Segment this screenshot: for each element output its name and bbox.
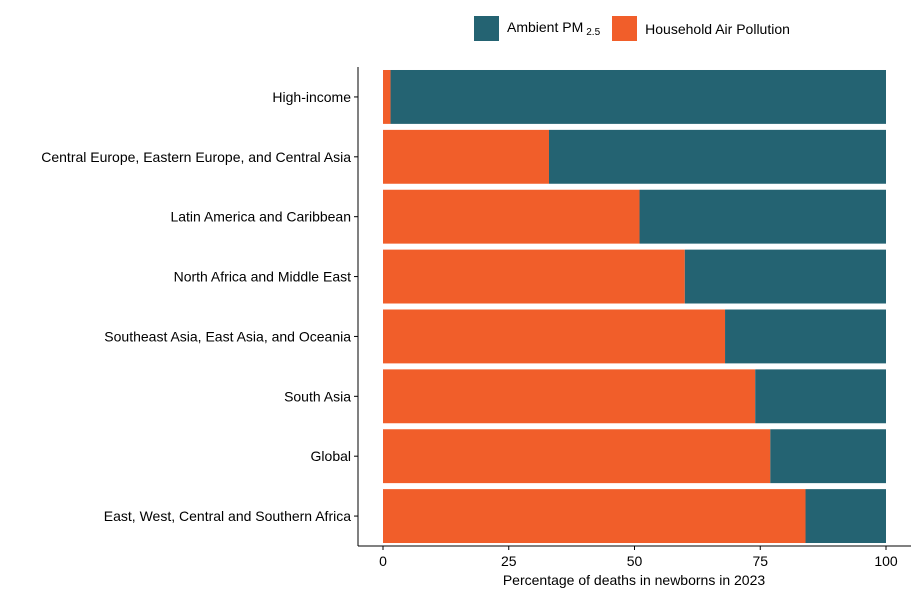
bar-household-air-pollution-southeast-asia-east-asia-and-oceania: [383, 309, 726, 364]
legend-label-household: Household Air Pollution: [645, 20, 790, 37]
x-ticks-group: 0 25 50 75 100: [379, 546, 898, 569]
bar-household-air-pollution-south-asia: [383, 369, 756, 424]
bar-ambient-pm-2-5-latin-america-and-caribbean: [639, 189, 886, 244]
legend-item-household: Household Air Pollution: [612, 16, 790, 41]
bar-ambient-pm-2-5-north-africa-and-middle-east: [684, 249, 886, 304]
bar-ambient-pm-2-5-southeast-asia-east-asia-and-oceania: [725, 309, 886, 364]
bar-household-air-pollution-high-income: [383, 69, 391, 124]
bar-household-air-pollution-global: [383, 429, 771, 484]
bar-household-air-pollution-latin-america-and-caribbean: [383, 189, 640, 244]
bar-household-air-pollution-central-europe-eastern-europe-and-central-asia: [383, 129, 549, 184]
legend-item-ambient: Ambient PM 2.5: [474, 16, 600, 41]
x-tick-label: 25: [501, 553, 517, 569]
y-tick-label: High-income: [272, 89, 351, 105]
x-tick-label: 0: [379, 553, 387, 569]
x-axis-title: Percentage of deaths in newborns in 2023: [503, 572, 766, 588]
bars-group: [383, 69, 886, 544]
y-tick-label: Latin America and Caribbean: [170, 209, 351, 225]
y-tick-label: South Asia: [284, 388, 351, 404]
bar-household-air-pollution-east-west-central-and-southern-africa: [383, 489, 806, 544]
bar-ambient-pm-2-5-east-west-central-and-southern-africa: [805, 489, 886, 544]
bar-ambient-pm-2-5-central-europe-eastern-europe-and-central-asia: [548, 129, 886, 184]
bar-household-air-pollution-north-africa-and-middle-east: [383, 249, 685, 304]
x-tick-label: 75: [752, 553, 768, 569]
legend: Ambient PM 2.5 Household Air Pollution: [474, 16, 802, 41]
legend-swatch-household: [612, 16, 638, 41]
y-tick-label: Central Europe, Eastern Europe, and Cent…: [41, 149, 351, 165]
x-tick-label: 50: [627, 553, 643, 569]
y-tick-label: Southeast Asia, East Asia, and Oceania: [104, 328, 351, 344]
bar-ambient-pm-2-5-high-income: [390, 69, 886, 124]
bar-ambient-pm-2-5-south-asia: [755, 369, 886, 424]
y-tick-label: East, West, Central and Southern Africa: [104, 508, 351, 524]
y-ticks-group: High-income Central Europe, Eastern Europ…: [41, 89, 358, 524]
y-tick-label: Global: [311, 448, 351, 464]
bar-ambient-pm-2-5-global: [770, 429, 886, 484]
y-tick-label: North Africa and Middle East: [174, 269, 352, 285]
x-tick-label: 100: [874, 553, 898, 569]
legend-swatch-ambient: [474, 16, 499, 41]
legend-label-ambient: Ambient PM 2.5: [507, 19, 601, 38]
